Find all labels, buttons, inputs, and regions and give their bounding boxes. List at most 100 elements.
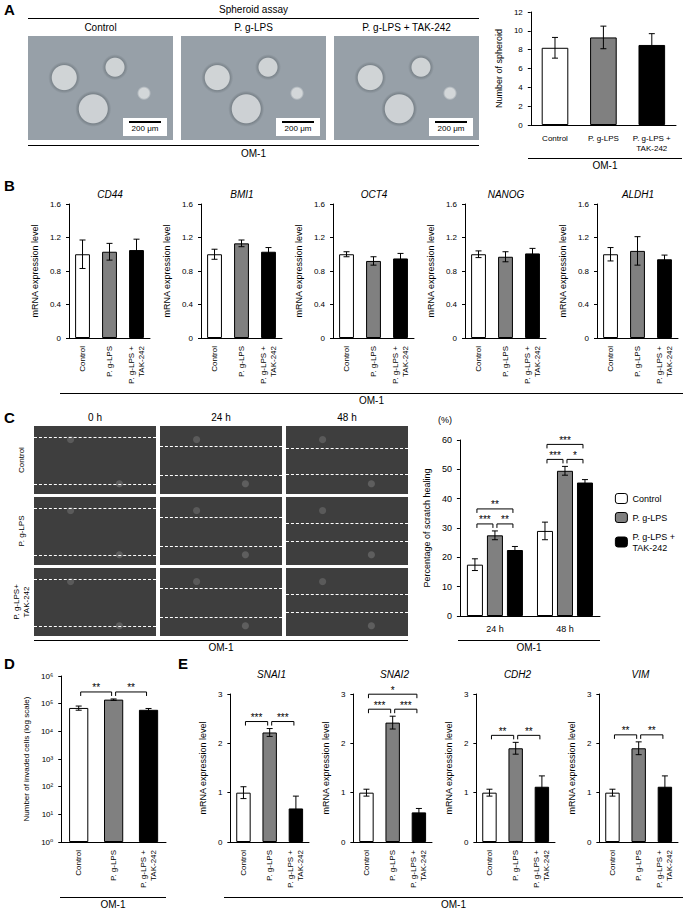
svg-text:10⁰: 10⁰ bbox=[41, 838, 53, 847]
svg-text:TAK-242: TAK-242 bbox=[137, 345, 146, 377]
svg-text:1.6: 1.6 bbox=[446, 200, 458, 209]
svg-text:P. g-LPS: P. g-LPS bbox=[633, 346, 642, 377]
svg-text:10⁶: 10⁶ bbox=[41, 672, 53, 681]
svg-text:2: 2 bbox=[341, 739, 346, 748]
svg-text:**: ** bbox=[127, 682, 135, 693]
svg-text:Number of invaded cells (log s: Number of invaded cells (log scale) bbox=[22, 696, 31, 821]
svg-text:Control: Control bbox=[608, 850, 617, 876]
svg-text:Control: Control bbox=[342, 346, 351, 372]
svg-text:P. g-LPS +: P. g-LPS + bbox=[633, 134, 671, 143]
svg-text:40: 40 bbox=[442, 494, 452, 504]
svg-text:10: 10 bbox=[514, 26, 523, 35]
svg-text:TAK-242: TAK-242 bbox=[636, 144, 668, 153]
svg-text:0.8: 0.8 bbox=[578, 267, 590, 276]
svg-text:Control: Control bbox=[606, 346, 615, 372]
svg-text:P. g-LPS: P. g-LPS bbox=[632, 513, 667, 523]
svg-text:0.4: 0.4 bbox=[182, 300, 194, 309]
svg-text:1.6: 1.6 bbox=[578, 200, 590, 209]
svg-text:0: 0 bbox=[585, 334, 590, 343]
svg-text:Control: Control bbox=[362, 850, 371, 876]
svg-text:1.6: 1.6 bbox=[50, 200, 62, 209]
svg-text:P. g-LPS: P. g-LPS bbox=[369, 346, 378, 377]
svg-text:P. g-LPS: P. g-LPS bbox=[105, 346, 114, 377]
svg-text:***: *** bbox=[400, 700, 412, 711]
svg-text:4: 4 bbox=[518, 83, 523, 92]
svg-text:mRNA expression level: mRNA expression level bbox=[567, 721, 577, 814]
svg-text:P. g-LPS +: P. g-LPS + bbox=[259, 346, 268, 384]
svg-text:mRNA expression level: mRNA expression level bbox=[558, 224, 568, 317]
svg-text:0: 0 bbox=[587, 838, 592, 847]
svg-text:1.2: 1.2 bbox=[446, 233, 458, 242]
svg-text:*: * bbox=[573, 450, 577, 461]
svg-text:10: 10 bbox=[442, 582, 452, 592]
svg-text:24 h: 24 h bbox=[486, 624, 504, 634]
svg-text:P. g-LPS: P. g-LPS bbox=[511, 850, 520, 881]
svg-text:Control: Control bbox=[78, 346, 87, 372]
svg-text:6: 6 bbox=[518, 64, 523, 73]
svg-text:0.4: 0.4 bbox=[578, 300, 590, 309]
svg-text:48 h: 48 h bbox=[556, 624, 574, 634]
svg-text:2: 2 bbox=[518, 102, 523, 111]
svg-text:Control: Control bbox=[74, 850, 83, 876]
svg-text:1: 1 bbox=[218, 788, 223, 797]
svg-text:0: 0 bbox=[464, 838, 469, 847]
svg-text:TAK-242: TAK-242 bbox=[401, 345, 410, 377]
svg-text:**: ** bbox=[92, 682, 100, 693]
svg-text:0.8: 0.8 bbox=[182, 267, 194, 276]
svg-text:SNAI2: SNAI2 bbox=[380, 669, 409, 680]
svg-text:P. g-LPS +: P. g-LPS + bbox=[523, 346, 532, 384]
svg-text:mRNA expression level: mRNA expression level bbox=[294, 224, 304, 317]
svg-text:TAK-242: TAK-242 bbox=[665, 849, 674, 881]
svg-text:**: ** bbox=[501, 514, 509, 525]
svg-text:***: *** bbox=[374, 700, 386, 711]
svg-text:0: 0 bbox=[341, 838, 346, 847]
svg-text:0: 0 bbox=[218, 838, 223, 847]
svg-text:mRNA expression level: mRNA expression level bbox=[30, 224, 40, 317]
svg-text:P. g-LPS +: P. g-LPS + bbox=[409, 850, 418, 888]
svg-text:**: ** bbox=[491, 499, 499, 510]
svg-text:CD44: CD44 bbox=[97, 189, 123, 200]
svg-text:mRNA expression level: mRNA expression level bbox=[426, 224, 436, 317]
svg-text:0: 0 bbox=[518, 121, 523, 130]
svg-text:30: 30 bbox=[442, 523, 452, 533]
svg-text:CDH2: CDH2 bbox=[504, 669, 532, 680]
svg-text:TAK-242: TAK-242 bbox=[665, 345, 674, 377]
svg-text:0: 0 bbox=[189, 334, 194, 343]
svg-text:Control: Control bbox=[542, 134, 568, 143]
svg-text:Control: Control bbox=[485, 850, 494, 876]
svg-text:**: ** bbox=[525, 726, 533, 737]
svg-text:3: 3 bbox=[464, 690, 469, 699]
svg-text:***: *** bbox=[559, 435, 571, 446]
svg-text:P. g-LPS +: P. g-LPS + bbox=[127, 346, 136, 384]
svg-text:mRNA expression level: mRNA expression level bbox=[162, 224, 172, 317]
svg-text:3: 3 bbox=[587, 690, 592, 699]
svg-text:0: 0 bbox=[57, 334, 62, 343]
svg-text:10²: 10² bbox=[42, 782, 54, 791]
svg-text:TAK-242: TAK-242 bbox=[149, 849, 158, 881]
svg-text:***: *** bbox=[277, 712, 289, 723]
svg-text:10⁴: 10⁴ bbox=[41, 727, 54, 736]
svg-text:mRNA expression level: mRNA expression level bbox=[444, 721, 454, 814]
svg-text:10¹: 10¹ bbox=[42, 810, 54, 819]
svg-text:**: ** bbox=[499, 726, 507, 737]
svg-text:***: *** bbox=[251, 712, 263, 723]
svg-text:2: 2 bbox=[218, 739, 223, 748]
svg-text:**: ** bbox=[622, 725, 630, 736]
svg-text:P. g-LPS: P. g-LPS bbox=[501, 346, 510, 377]
svg-text:P. g-LPS +: P. g-LPS + bbox=[139, 850, 148, 888]
svg-text:1.2: 1.2 bbox=[50, 233, 62, 242]
svg-text:2: 2 bbox=[464, 739, 469, 748]
svg-text:0: 0 bbox=[321, 334, 326, 343]
svg-text:Percentage of scratch healing: Percentage of scratch healing bbox=[422, 468, 432, 587]
svg-text:20: 20 bbox=[442, 552, 452, 562]
svg-text:3: 3 bbox=[218, 690, 223, 699]
svg-text:*: * bbox=[391, 685, 395, 696]
svg-text:P. g-LPS +: P. g-LPS + bbox=[532, 850, 541, 888]
svg-text:TAK-242: TAK-242 bbox=[542, 849, 551, 881]
svg-text:P. g-LPS +: P. g-LPS + bbox=[632, 532, 675, 542]
svg-text:10³: 10³ bbox=[42, 755, 54, 764]
svg-text:P. g-LPS +: P. g-LPS + bbox=[655, 850, 664, 888]
svg-text:2: 2 bbox=[587, 739, 592, 748]
svg-text:***: *** bbox=[549, 450, 561, 461]
svg-text:1.2: 1.2 bbox=[578, 233, 590, 242]
